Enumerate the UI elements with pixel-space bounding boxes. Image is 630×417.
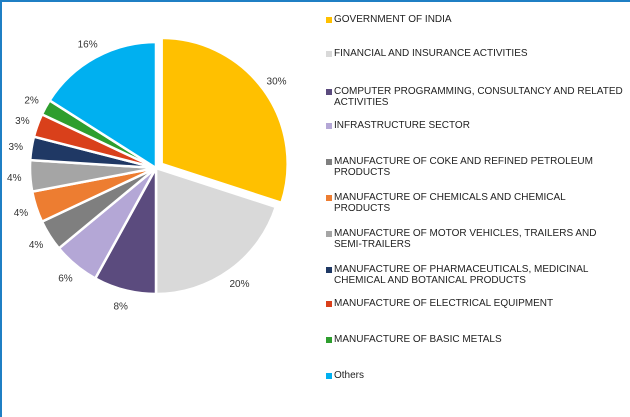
data-label-manufacture-of-basic-metals: 2% bbox=[24, 96, 39, 107]
legend-label: MANUFACTURE OF MOTOR VEHICLES, TRAILERS … bbox=[334, 228, 597, 250]
legend-label: Others bbox=[334, 370, 365, 381]
pie-slice-financial-and-insurance-activities bbox=[154, 166, 278, 296]
legend-swatch bbox=[326, 123, 332, 129]
legend-label: MANUFACTURE OF BASIC METALS bbox=[334, 334, 502, 345]
data-label-financial-and-insurance-activities: 20% bbox=[229, 279, 249, 290]
legend-swatch bbox=[326, 89, 332, 95]
data-label-manufacture-of-chemicals-and-chemical-products: 4% bbox=[14, 208, 29, 219]
data-label-manufacture-of-pharmaceuticals-medicinal-chemical-and-botanical-products: 3% bbox=[9, 142, 24, 153]
legend-swatch bbox=[326, 51, 332, 57]
legend-label: INFRASTRUCTURE SECTOR bbox=[334, 120, 470, 131]
pie-chart: 30% 20% 8% 6% 4% 4% 4% 3% 3% 2% 16% bbox=[7, 36, 289, 313]
legend-label: MANUFACTURE OF COKE AND REFINED PETROLEU… bbox=[334, 156, 593, 178]
pie-slice-others bbox=[48, 40, 158, 170]
data-label-computer-programming-consultancy-and-related-activities: 8% bbox=[113, 302, 128, 313]
legend-swatch bbox=[326, 17, 332, 23]
legend-swatch bbox=[326, 159, 332, 165]
legend-label: FINANCIAL AND INSURANCE ACTIVITIES bbox=[334, 48, 528, 59]
legend-label: MANUFACTURE OF ELECTRICAL EQUIPMENT bbox=[334, 298, 554, 309]
legend-swatch bbox=[326, 195, 332, 201]
legend-label: COMPUTER PROGRAMMING, CONSULTANCY AND RE… bbox=[334, 86, 623, 108]
legend-swatch bbox=[326, 267, 332, 273]
pie-slice-government-of-india bbox=[160, 36, 289, 205]
legend-swatch bbox=[326, 373, 332, 379]
data-label-manufacture-of-electrical-equipment: 3% bbox=[15, 116, 30, 127]
data-label-government-of-india: 30% bbox=[267, 76, 287, 87]
data-label-others: 16% bbox=[78, 40, 98, 51]
legend-label: MANUFACTURE OF CHEMICALS AND CHEMICAL PR… bbox=[334, 192, 566, 214]
data-label-manufacture-of-motor-vehicles-trailers-and-semi-trailers: 4% bbox=[7, 173, 22, 184]
legend-label: MANUFACTURE OF PHARMACEUTICALS, MEDICINA… bbox=[334, 264, 589, 286]
data-label-manufacture-of-coke-and-refined-petroleum-products: 4% bbox=[29, 240, 44, 251]
data-label-infrastructure-sector: 6% bbox=[58, 273, 73, 284]
legend-swatch bbox=[326, 337, 332, 343]
legend-label: GOVERNMENT OF INDIA bbox=[334, 14, 452, 25]
legend-swatch bbox=[326, 231, 332, 237]
legend-swatch bbox=[326, 301, 332, 307]
